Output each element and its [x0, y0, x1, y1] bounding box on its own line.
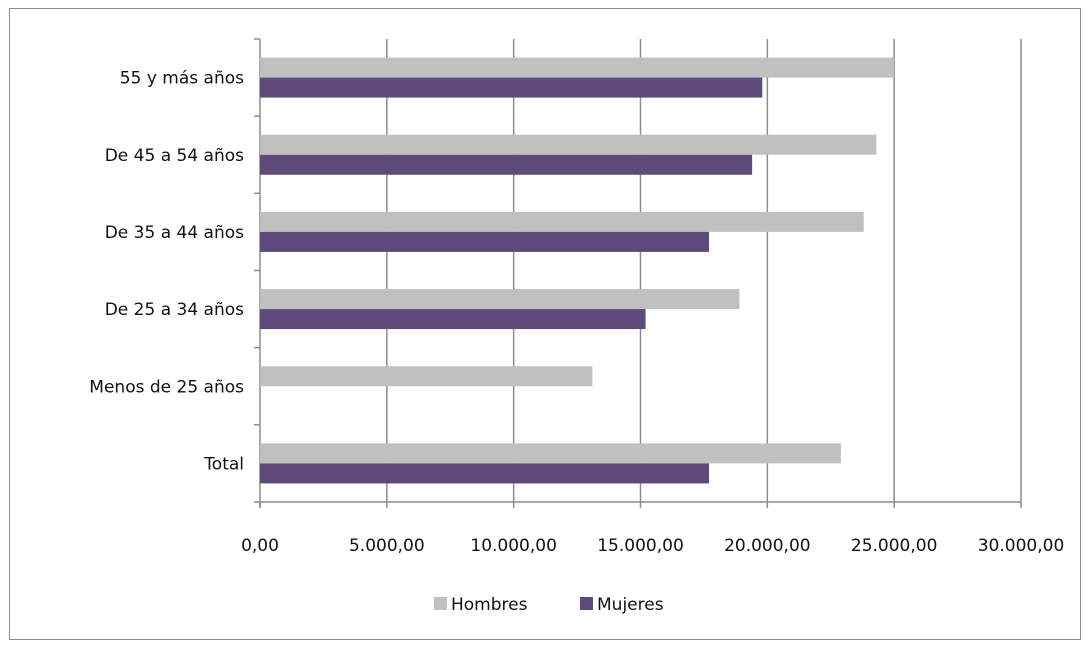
legend-label-mujeres: Mujeres [597, 595, 664, 615]
legend-label-hombres: Hombres [451, 595, 528, 615]
chart-frame: Total Menos de 25 años De 25 a 34 años De 3… [9, 8, 1081, 640]
category-label: De 25 a 34 años [105, 300, 244, 320]
category-label: De 35 a 44 años [105, 223, 244, 243]
bar-hombres [260, 57, 895, 78]
bar-chart: Total Menos de 25 años De 25 a 34 años De 3… [89, 38, 1065, 615]
category-label: 55 y más años [120, 69, 244, 89]
x-tick-label: 10.000,00 [470, 536, 557, 556]
category-label: Total [203, 454, 244, 474]
x-tick-label: 30.000,00 [978, 536, 1065, 556]
bar-hombres [260, 211, 864, 232]
legend-swatch-hombres [434, 597, 447, 610]
x-tick-label: 25.000,00 [851, 536, 938, 556]
x-tick-label: 20.000,00 [724, 536, 811, 556]
legend-swatch-mujeres [580, 597, 593, 610]
bar-mujeres [260, 309, 646, 330]
category-label: De 45 a 54 años [105, 146, 244, 166]
bar-mujeres [260, 463, 709, 484]
x-tick-label: 0,00 [241, 536, 279, 556]
bar-mujeres [260, 231, 709, 252]
bar-hombres [260, 289, 740, 310]
bar-mujeres [260, 77, 763, 98]
x-tick-label: 15.000,00 [597, 536, 684, 556]
category-label: Menos de 25 años [89, 377, 244, 397]
x-tick-label: 5.000,00 [349, 536, 425, 556]
bar-hombres [260, 443, 841, 464]
bar-hombres [260, 134, 877, 155]
bar-mujeres [260, 154, 753, 175]
bar-hombres [260, 366, 593, 387]
